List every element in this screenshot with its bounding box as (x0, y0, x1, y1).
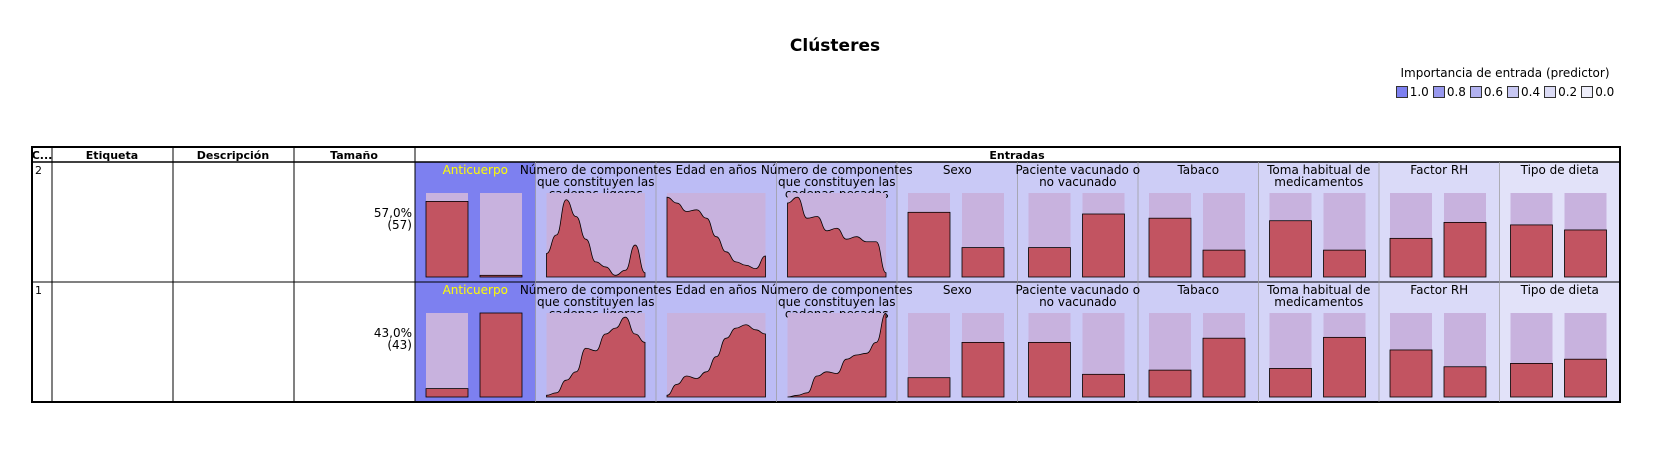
input-name: que constituyen las (778, 175, 895, 189)
legend-swatch (1395, 86, 1408, 98)
density-curve (666, 196, 766, 278)
density-curve (787, 196, 887, 278)
input-name: Número de componentes (520, 283, 672, 297)
legend-label: 1.0 (1409, 85, 1429, 99)
bar (961, 341, 1005, 398)
input-name: Paciente vacunado o (1015, 163, 1140, 177)
input-name: Tipo de dieta (1520, 283, 1599, 297)
input-name: Edad en años (676, 163, 757, 177)
legend-item: 0.6 (1469, 85, 1503, 99)
legend-label: 0.4 (1521, 85, 1541, 99)
importance-legend: Importancia de entrada (predictor) 1.0 0.… (1385, 66, 1625, 99)
header-inputs: Entradas (989, 149, 1045, 162)
input-name: Número de componentes (761, 163, 913, 177)
header-description: Descripción (197, 149, 269, 162)
input-name: que constituyen las (537, 295, 654, 309)
legend-label: 0.6 (1483, 85, 1503, 99)
bar (1028, 341, 1071, 398)
bar (1389, 349, 1433, 398)
input-name: Anticuerpo (443, 283, 508, 297)
input-name: no vacunado (1039, 175, 1116, 189)
bar (1564, 358, 1607, 398)
input-name: Toma habitual de (1266, 163, 1370, 177)
bar (1028, 247, 1071, 278)
chart-title: Clústeres (789, 36, 881, 56)
bar (1510, 224, 1553, 278)
density-curve (546, 316, 646, 398)
bar (1269, 220, 1312, 278)
input-name: Factor RH (1410, 283, 1468, 297)
input-name: Factor RH (1410, 163, 1468, 177)
grid-frame (31, 146, 1621, 403)
header-label: Etiqueta (86, 149, 138, 162)
bar (1510, 362, 1553, 398)
cluster-id: 2 (35, 164, 42, 177)
bar (961, 247, 1005, 278)
input-name: que constituyen las (537, 175, 654, 189)
legend-label: 0.8 (1446, 85, 1466, 99)
input-name: Tabaco (1176, 163, 1219, 177)
bar (479, 312, 523, 398)
legend-swatch (1581, 86, 1594, 98)
input-name: Tabaco (1176, 283, 1219, 297)
bar-background (480, 193, 522, 277)
input-name: Toma habitual de (1266, 283, 1370, 297)
cluster-size-pct: 43,0% (374, 326, 412, 340)
input-name: Número de componentes (520, 163, 672, 177)
input-name: Paciente vacunado o (1015, 283, 1140, 297)
bar (1202, 337, 1246, 398)
input-name: Anticuerpo (443, 163, 508, 177)
bar-background (426, 313, 468, 397)
input-name: Edad en años (676, 283, 757, 297)
legend-label: 0.0 (1595, 85, 1615, 99)
bar (1443, 221, 1487, 278)
bar (1389, 237, 1433, 278)
input-name: que constituyen las (778, 295, 895, 309)
bar (1269, 368, 1312, 398)
bar (1443, 366, 1487, 398)
cluster-size-count: (43) (387, 338, 412, 352)
bar (907, 211, 951, 278)
legend-swatch (1469, 86, 1482, 98)
legend-item: 1.0 (1395, 85, 1429, 99)
legend-item: 0.4 (1507, 85, 1540, 99)
bar (479, 274, 523, 278)
header-cluster: C... (32, 149, 53, 162)
cluster-size-pct: 57,0% (374, 206, 412, 220)
legend-item: 0.0 (1581, 85, 1614, 99)
bar (907, 377, 951, 398)
legend-label: 0.2 (1558, 85, 1578, 99)
legend-swatch (1544, 86, 1557, 98)
density-curve (666, 324, 766, 398)
input-name: no vacunado (1039, 295, 1116, 309)
cluster-id: 1 (35, 284, 42, 297)
legend-item: 0.2 (1544, 85, 1577, 99)
bar (425, 200, 469, 278)
input-name: Tipo de dieta (1520, 163, 1599, 177)
bar (1564, 229, 1607, 278)
density-curve (546, 199, 646, 278)
legend-swatch (1432, 86, 1445, 98)
cluster-size-count: (57) (387, 218, 412, 232)
input-name: Sexo (943, 283, 972, 297)
input-name: Sexo (943, 163, 972, 177)
bar (1082, 373, 1125, 398)
legend-item: 0.8 (1432, 85, 1466, 99)
bar (1082, 213, 1125, 278)
bar (1323, 336, 1366, 398)
bar (1323, 249, 1366, 278)
input-name: medicamentos (1274, 295, 1363, 309)
header-size: Tamaño (330, 149, 378, 162)
legend-title: Importancia de entrada (predictor) (1400, 66, 1610, 80)
legend-swatch (1507, 86, 1519, 98)
legend-items: 1.0 0.8 0.6 0.4 0.2 0.0 (1385, 85, 1625, 99)
input-name: medicamentos (1274, 175, 1363, 189)
bar (1148, 369, 1192, 398)
input-name: Número de componentes (761, 283, 913, 297)
bar (1148, 217, 1192, 278)
bar (425, 388, 469, 398)
bar (1202, 249, 1246, 278)
density-curve (787, 312, 887, 398)
